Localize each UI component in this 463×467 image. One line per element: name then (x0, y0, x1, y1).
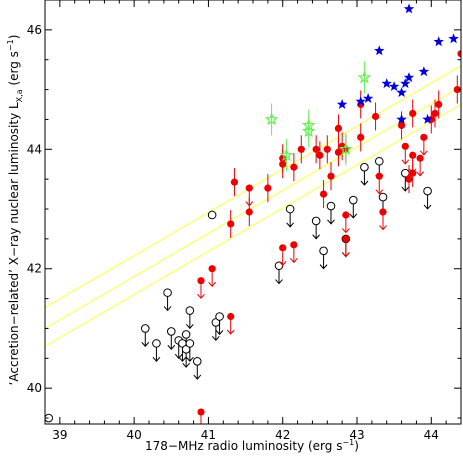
fit-line (45, 103, 461, 347)
blue-star-point (388, 81, 400, 91)
upper-limit-open-point (274, 261, 284, 285)
fit-line (45, 65, 461, 309)
detection-point (435, 90, 443, 119)
blue-star-point (355, 96, 366, 106)
green-star-point (338, 133, 353, 166)
upper-limit-open-point (166, 327, 176, 350)
blue-star-point (381, 78, 392, 89)
x-tick-label: 41 (201, 428, 216, 442)
upper-limit-open-point (285, 204, 295, 228)
detection-point (197, 277, 205, 299)
y-tick-label: 46 (27, 23, 42, 37)
detection-point (297, 135, 305, 164)
detection-point (316, 141, 324, 170)
detection-point (371, 102, 380, 131)
x-tick-label: 40 (127, 428, 142, 442)
detection-point (227, 209, 235, 238)
upper-limit-open-point (319, 246, 328, 270)
fit-line (45, 86, 461, 330)
upper-limit-open-point (360, 162, 369, 186)
blue-star-point (400, 78, 411, 89)
detection-point (357, 123, 365, 152)
upper-limit-open-point (140, 324, 150, 348)
blue-star-point (396, 87, 407, 97)
y-tick-label: 42 (27, 262, 42, 276)
detection-point (405, 165, 413, 194)
detection-point (401, 142, 410, 165)
detection-point (226, 312, 235, 335)
x-tick-label: 39 (52, 428, 67, 442)
detection-point (409, 99, 417, 128)
upper-limit-open-point (400, 168, 410, 192)
detection-point (408, 151, 417, 174)
detection-point (431, 99, 439, 128)
upper-limit-open-point (211, 318, 221, 342)
plot-frame (44, 0, 462, 425)
detection-point (230, 168, 239, 197)
x-tick-label: 42 (275, 428, 290, 442)
y-tick-label: 44 (27, 142, 42, 156)
upper-limit-open-point (192, 356, 202, 380)
green-star-point (279, 139, 294, 172)
detection-point (327, 162, 335, 191)
detection-point (290, 153, 298, 182)
upper-limit-open-point (423, 186, 432, 210)
detection-point (197, 408, 205, 424)
upper-limit-open-point (348, 195, 358, 219)
x-tick-label: 43 (349, 428, 364, 442)
blue-star-point (433, 36, 444, 47)
detection-point (264, 174, 272, 203)
detection-point (416, 154, 425, 177)
x-tick-label: 44 (424, 428, 439, 442)
blue-star-point (396, 113, 407, 124)
blue-star-point (374, 45, 385, 56)
detection-point (289, 241, 298, 264)
detection-point (323, 135, 331, 164)
detection-point (375, 172, 384, 195)
green-star-point (264, 103, 279, 136)
blue-star-point (403, 72, 415, 83)
upper-limit-open-point (207, 210, 217, 220)
upper-limit-open-point (45, 413, 54, 423)
detection-point (419, 133, 428, 156)
upper-limit-open-point (311, 216, 321, 240)
fit-lines (45, 65, 461, 347)
blue-star-point (418, 66, 430, 77)
detection-point (319, 180, 328, 209)
detection-point (208, 265, 217, 287)
upper-limit-open-point (152, 339, 161, 362)
green-star-point (301, 115, 316, 148)
blue-star-point (336, 99, 348, 109)
blue-star-point (362, 93, 374, 103)
y-axis-title: ‘Accretion−related’ X−ray nuclear lumino… (6, 35, 24, 386)
detection-point (341, 211, 350, 234)
detection-point (278, 244, 287, 267)
blue-star-point (422, 113, 433, 124)
detection-point (245, 198, 253, 226)
detection-point (334, 138, 343, 167)
y-tick-label: 40 (27, 381, 42, 395)
upper-limit-open-point (163, 288, 172, 312)
detection-point (379, 208, 387, 231)
detection-point (457, 39, 461, 68)
x-axis-title: 178−MHz radio luminosity (erg s−1) (145, 438, 359, 453)
detection-point (453, 75, 461, 104)
upper-limit-open-point (215, 312, 224, 336)
detection-point (341, 235, 350, 258)
detection-point (312, 135, 320, 164)
upper-limit-open-point (185, 339, 195, 362)
blue-star-point (448, 33, 459, 44)
detection-point (334, 114, 343, 143)
green-star-point (357, 61, 372, 94)
axis-ticks: 39 40 41 42 43 44 40 42 44 46 (27, 0, 461, 442)
upper-limit-open-point (181, 345, 191, 368)
data-points (45, 3, 461, 424)
upper-limit-open-point (185, 306, 195, 330)
blue-star-point (403, 3, 415, 14)
upper-limit-open-point (326, 201, 336, 225)
